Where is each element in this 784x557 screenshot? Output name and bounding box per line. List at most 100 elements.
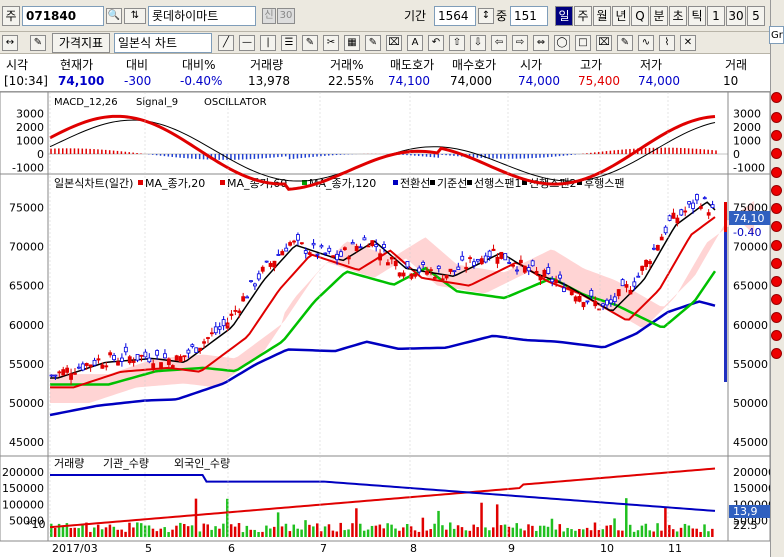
volume-bar [632,531,636,537]
tool-draw-icon[interactable]: ✎ [365,35,381,51]
chart-type-select[interactable]: 일본식 차트 [114,33,212,53]
price-candle [131,360,136,363]
volume-bar [53,528,57,537]
price-candle [49,374,54,377]
period-button-5[interactable]: 분 [650,6,668,26]
toolbar-row-1: 주 071840 🔍 ⇅ 롯데하이마트 신 30 기간 1564 ↕ 중 151… [0,0,784,32]
search-icon[interactable]: 🔍 [106,8,122,24]
volume-bar [703,524,706,537]
side-dot-button-4[interactable] [771,167,782,178]
price-candle [429,269,433,272]
tool-down-icon[interactable]: ⇩ [470,35,486,51]
tool-right-icon[interactable]: ⇨ [512,35,528,51]
volume-bar [668,524,671,537]
stock-name-field: 롯데하이마트 [148,6,256,26]
tool-rect-icon[interactable]: □ [575,35,591,51]
price-tick-left: 75000 [9,201,44,214]
side-dot-button-1[interactable] [771,112,782,123]
price-candle [260,266,265,272]
tool-left-icon[interactable]: ⇦ [491,35,507,51]
tool-grid-icon[interactable]: ▦ [344,35,360,51]
side-dot-button-14[interactable] [771,348,782,359]
side-dot-button-0[interactable] [771,92,782,103]
tool-cycle-icon[interactable]: ⌇ [659,35,675,51]
volume-bar [613,518,616,537]
code-input[interactable]: 071840 [22,6,104,26]
indicator-button[interactable]: 가격지표 [52,33,110,53]
period-button-0[interactable]: 일 [555,6,573,26]
side-dot-button-3[interactable] [771,148,782,159]
quote-header-10: 저가 [640,58,663,72]
period-button-4[interactable]: Q [631,6,649,26]
count-input[interactable]: 151 [510,6,548,26]
tab-label-button[interactable]: 주 [2,6,20,26]
tool-clear-icon[interactable]: ⌧ [596,35,612,51]
price-candle [178,356,183,363]
tool-hline-icon[interactable]: — [239,35,255,51]
period-button-6[interactable]: 초 [669,6,687,26]
tool-undo-icon[interactable]: ↶ [428,35,444,51]
side-dot-button-2[interactable] [771,130,782,141]
volume-bar [190,525,194,537]
tool-circle-icon[interactable]: ◯ [554,35,570,51]
price-candle [577,295,582,302]
period-button-3[interactable]: 년 [612,6,630,26]
side-dot-button-5[interactable] [771,185,782,196]
tool-erase-icon[interactable]: ⌧ [386,35,402,51]
price-legend-item: 후행스팬 [584,177,624,190]
quote-header-9: 고가 [580,58,603,72]
side-dot-button-6[interactable] [771,203,782,214]
side-dot-button-7[interactable] [771,221,782,232]
tool-vline-icon[interactable]: | [260,35,276,51]
period-button-2[interactable]: 월 [593,6,611,26]
tool-text-icon[interactable]: A [407,35,423,51]
side-dot-button-10[interactable] [771,276,782,287]
side-dot-button-11[interactable] [771,294,782,305]
volume-bar [515,523,518,537]
price-candle [413,273,418,277]
tool-fib-icon[interactable]: ☰ [281,35,297,51]
tool-wave-icon[interactable]: ∿ [638,35,654,51]
price-candle [276,254,281,256]
price-legend-swatch [302,180,307,185]
volume-bar [249,529,252,537]
side-dot-button-12[interactable] [771,312,782,323]
tool-expand-icon[interactable]: ⇔ [533,35,549,51]
side-dot-button-13[interactable] [771,330,782,341]
spin-icon[interactable]: ↕ [478,8,494,24]
side-field[interactable]: Gr [769,26,784,44]
tool-pen-icon[interactable]: ✎ [302,35,318,51]
side-dot-button-9[interactable] [771,258,782,269]
tool-up-icon[interactable]: ⇧ [449,35,465,51]
tool-close-icon[interactable]: ✕ [680,35,696,51]
price-legend-swatch [467,180,472,185]
period-input[interactable]: 1564 [434,6,476,26]
price-candle [256,273,261,280]
period-button-7[interactable]: 틱 [688,6,706,26]
price-candle [401,272,406,277]
period-button-9[interactable]: 30 [726,6,746,26]
volume-bar [558,524,562,537]
side-dot-button-8[interactable] [771,240,782,251]
tool-cut-icon[interactable]: ✂ [323,35,339,51]
sort-icon[interactable]: ⇅ [124,8,146,24]
volume-bar [605,525,608,537]
price-candle [319,245,324,248]
volume-bar [171,529,174,537]
period-button-1[interactable]: 주 [574,6,592,26]
price-candle [565,287,570,290]
volume-bar [628,524,632,537]
period-button-8[interactable]: 1 [707,6,725,26]
arrow-left-right-icon[interactable]: ↔ [2,35,18,51]
price-candle [100,364,105,369]
tool-line-icon[interactable]: ╱ [218,35,234,51]
price-candle [526,267,531,272]
toolbar-row-2: ↔ ✎ 가격지표 일본식 차트 ╱ — | ☰ ✎ ✂ ▦ ✎ ⌧ A ↶ ⇧ ⇩ ⇦ ⇨ ⇔ ◯ □ ⌧ ✎ ∿ ⌇ ✕ [0,32,784,54]
volume-bar [366,529,370,537]
tool-mark-icon[interactable]: ✎ [617,35,633,51]
period-button-10[interactable]: 5 [747,6,765,26]
edit-icon[interactable]: ✎ [30,35,46,51]
price-candle [475,259,480,262]
volume-bar [136,522,139,537]
